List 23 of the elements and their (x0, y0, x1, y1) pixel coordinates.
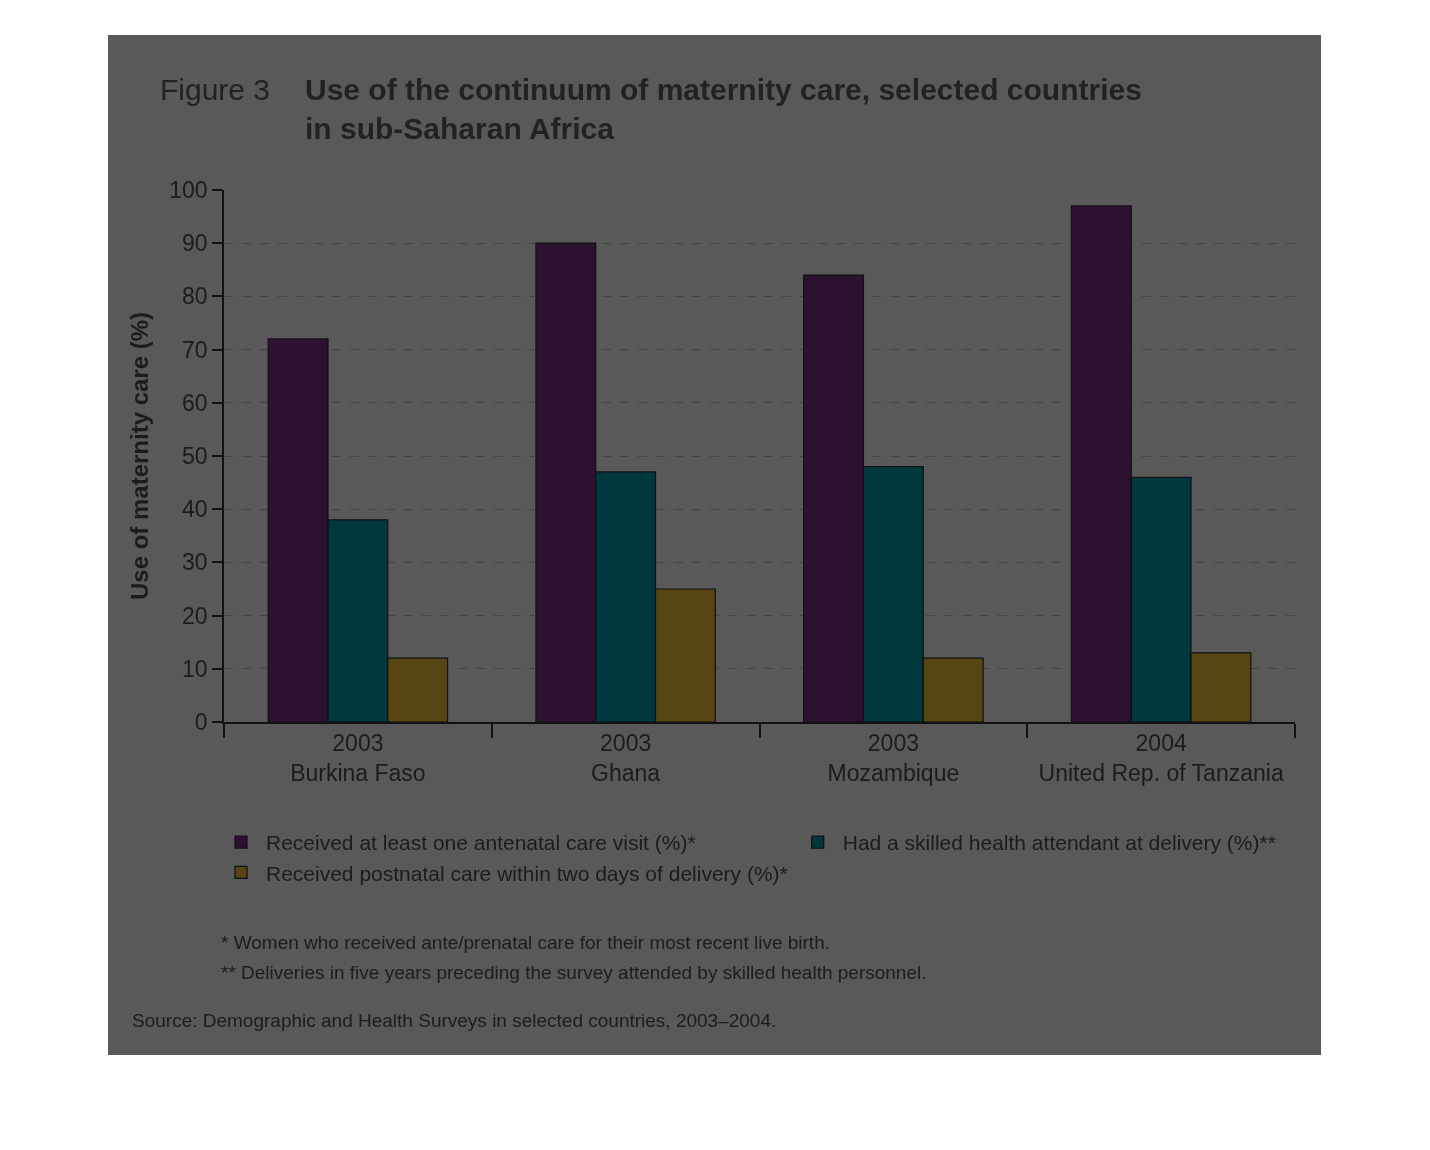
y-axis-title: Use of maternity care (%) (125, 311, 153, 601)
legend-label: Had a skilled health attendant at delivery (%)** (842, 831, 1276, 855)
x-tick-label: 2003 Ghana (591, 730, 661, 787)
text: * Women who received ante/prenatal care for their most recent live birth. (221, 932, 830, 953)
y-tick-label: 0 (194, 709, 208, 736)
y-tick-label: 90 (182, 230, 208, 257)
y-tick-label: 100 (169, 177, 208, 204)
source-note: Source: Demographic and Health Surveys in selected countries, 2003–2004. (132, 1010, 777, 1031)
y-tick-label: 70 (182, 336, 208, 363)
y-tick-label: 20 (182, 602, 208, 629)
text: ** Deliveries in five years preceding the survey attended by skilled health personnel. (221, 962, 927, 983)
legend-label: Received at least one antenatal care visit (%)* (266, 831, 696, 855)
y-tick-label: 60 (182, 389, 208, 416)
y-tick-label: 40 (182, 496, 208, 523)
y-tick-label: 80 (182, 283, 208, 310)
y-tick-label: 10 (182, 655, 208, 682)
y-tick-label: 50 (182, 443, 208, 470)
x-tick-label: 2003 Burkina Faso (290, 730, 426, 787)
y-tick-label: 30 (182, 549, 208, 576)
x-tick-label: 2003 Mozambique (827, 730, 960, 787)
legend-label: Received postnatal care within two days of delivery (%)* (266, 861, 788, 885)
caption: Figure 3 (160, 73, 271, 106)
x-tick-label: 2004 United Rep. of Tanzania (1038, 730, 1284, 787)
